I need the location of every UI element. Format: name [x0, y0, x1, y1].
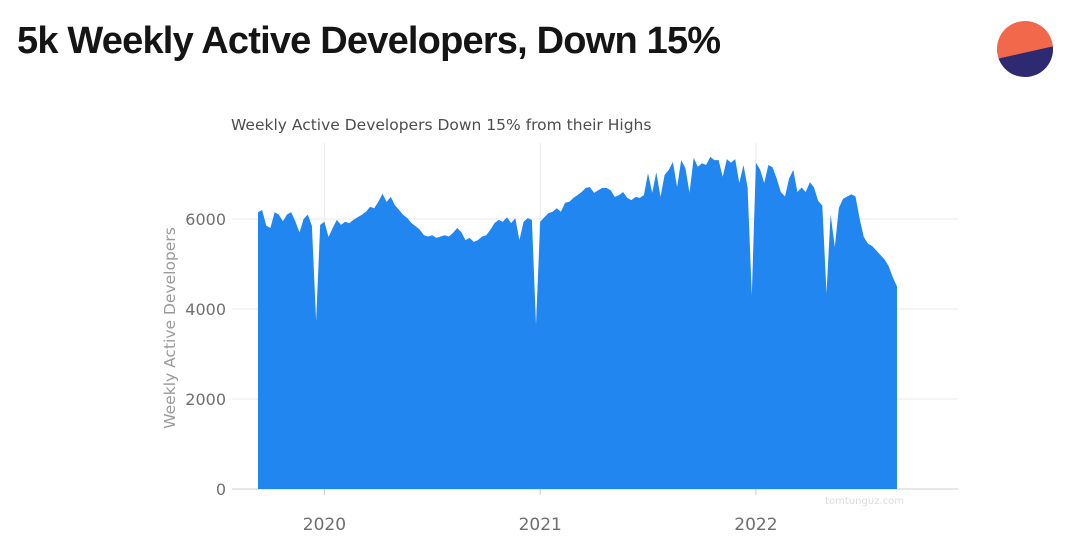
x-tick-label: 2020 [303, 515, 346, 535]
chart-title: Weekly Active Developers Down 15% from t… [231, 116, 652, 134]
split-circle-icon [996, 20, 1054, 78]
page-title: 5k Weekly Active Developers, Down 15% [17, 20, 721, 62]
x-tick-label: 2021 [519, 515, 562, 535]
logo-icon [996, 20, 1054, 78]
x-tick-label: 2022 [734, 515, 777, 535]
y-tick-label: 0 [216, 480, 226, 499]
y-tick-label: 2000 [185, 390, 226, 409]
y-tick-label: 6000 [185, 210, 226, 229]
watermark: tomtunguz.com [825, 496, 904, 507]
y-tick-label: 4000 [185, 300, 226, 319]
weekly-active-developers-area [258, 156, 897, 489]
